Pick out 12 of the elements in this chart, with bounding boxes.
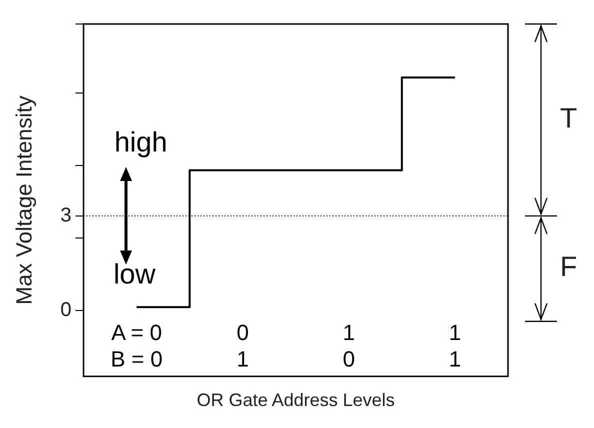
y-tick-label: 3 [60,204,72,226]
text: T [560,102,578,134]
y-tick-label: 0 [60,298,72,321]
x-tick-label: 0 1 [236,320,249,372]
annotation: high [114,126,168,158]
x-tick-label: 1 0 [342,320,355,372]
annotation: low [113,258,156,290]
x-axis-title: OR Gate Address Levels [196,390,395,410]
y-axis-title: Max Voltage Intensity [11,96,36,305]
x-tick-label: A = 0 B = 0 [110,320,163,372]
x-tick-label: 1 1 [448,320,462,372]
text: F [560,251,578,282]
